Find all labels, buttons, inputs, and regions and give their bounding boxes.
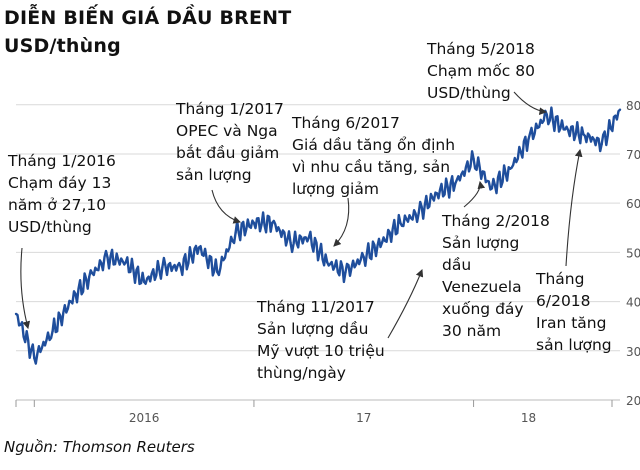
annotation-arrow-jan2017 (211, 189, 242, 224)
x-tick-label-2016: 2016 (129, 411, 160, 425)
data-point-2016-10 (197, 246, 201, 249)
data-point-2017-01 (252, 221, 256, 225)
data-point-2016-04 (88, 275, 91, 279)
annotation-line: vì nhu cầu tăng, sản (292, 158, 451, 176)
annotation-line: thùng/ngày (257, 364, 346, 382)
annotation-arrow-nov2017 (387, 268, 424, 339)
data-point-2018-07 (582, 133, 585, 136)
data-point-2017-11 (435, 192, 439, 195)
annotation-line: USD/thùng (8, 218, 92, 236)
annotation-line: USD/thùng (427, 84, 511, 102)
data-point-2017-05 (325, 261, 329, 264)
series-line-brent (15, 106, 621, 365)
data-point-2016-09 (179, 265, 182, 269)
data-point-2016-02 (51, 329, 54, 333)
annotation-arrow-may2018 (513, 91, 548, 115)
y-tick-label-80: 80 (626, 99, 640, 113)
annotation-line: Sản lượng (442, 234, 520, 252)
annotation-jun2017: Tháng 6/2017 Giá dầu tăng ổn định vì nhu c… (292, 112, 455, 200)
data-point-2017-04 (307, 236, 311, 239)
annotation-jun2018: Tháng 6/2018 Iran tăng sản lượng (536, 268, 612, 356)
data-point-2016-12 (234, 231, 237, 234)
annotation-line: 30 năm (442, 322, 502, 340)
annotation-line: Giá dầu tăng ổn định (292, 136, 456, 154)
annotation-line: Tháng 6/2017 (292, 114, 400, 132)
y-tick-label-30: 30 (626, 345, 640, 359)
annotation-line: xuống đáy (442, 300, 524, 318)
annotation-nov2017: Tháng 11/2017 Sản lượng dầu Mỹ vượt 10 tri… (257, 296, 385, 384)
annotation-arrow-jan2016 (20, 247, 31, 330)
annotation-line: OPEC và Nga (176, 122, 278, 140)
annotation-line: Tháng 2/2018 (442, 212, 550, 230)
data-point-2016-06 (124, 261, 128, 264)
data-point-2018-06 (563, 128, 567, 131)
annotation-line: lượng giảm (292, 180, 379, 198)
annotation-line: Tháng (536, 270, 585, 288)
data-point-2016-05 (106, 256, 109, 259)
y-tick-label-70: 70 (626, 148, 640, 162)
annotation-may2018: Tháng 5/2018 Chạm mốc 80 USD/thùng (427, 38, 535, 104)
annotation-feb2018: Tháng 2/2018 Sản lượng dầu Venezuela xuống đ… (442, 210, 550, 342)
annotation-line: Venezuela (442, 278, 522, 296)
chart-title-text: DIỄN BIẾN GIÁ DẦU BRENT (4, 7, 292, 29)
annotation-line: Mỹ vượt 10 triệu (257, 342, 385, 360)
data-point-2016-03 (69, 300, 73, 303)
x-tick-label-17: 17 (356, 411, 371, 425)
data-point-2018-08 (600, 142, 603, 146)
annotation-line: Tháng 1/2017 (176, 100, 284, 118)
data-point-2018-04 (527, 138, 530, 141)
annotation-line: Tháng 1/2016 (8, 152, 116, 170)
data-point-2018-05 (545, 113, 548, 116)
annotation-line: dầu (442, 256, 472, 274)
annotation-line: Iran tăng (536, 314, 607, 332)
y-tick-label-40: 40 (626, 296, 640, 310)
data-point-2017-09 (399, 221, 402, 225)
data-point-2016-07 (142, 280, 146, 284)
annotation-line: Tháng 11/2017 (257, 298, 375, 316)
data-point-2017-06 (344, 270, 347, 274)
data-point-2016-11 (216, 270, 219, 274)
data-point-2018-01 (472, 157, 475, 161)
annotation-line: Tháng 5/2018 (427, 40, 535, 58)
chart-source: Nguồn: Thomson Reuters (4, 438, 195, 456)
annotation-arrow-jun2017 (333, 197, 350, 247)
annotation-line: Sản lượng dầu (257, 320, 369, 338)
annotation-line: năm ở 27,10 (8, 196, 107, 214)
data-point-2017-08 (380, 241, 384, 244)
annotation-line: Chạm đáy 13 (8, 174, 112, 192)
annotation-arrow-feb2018 (463, 180, 486, 208)
annotation-arrow-jun2018 (565, 148, 583, 267)
data-point-2018-09 (618, 108, 622, 111)
data-point-2018-02 (490, 187, 494, 190)
y-tick-label-60: 60 (626, 197, 640, 211)
data-point-2017-12 (454, 182, 457, 185)
data-point-2016-08 (161, 265, 164, 269)
data-point-2017-03 (289, 241, 292, 244)
y-tick-label-20: 20 (626, 394, 640, 408)
annotation-line: 6/2018 (536, 292, 591, 310)
annotation-jan2016: Tháng 1/2016 Chạm đáy 13 năm ở 27,10 USD/th… (8, 150, 116, 238)
chart-subtitle: USD/thùng (4, 35, 121, 57)
annotation-line: sản lượng (176, 166, 252, 184)
annotation-line: bắt đầu giảm (176, 144, 280, 162)
annotation-line: sản lượng (536, 336, 612, 354)
data-point-2016-01 (33, 356, 36, 360)
data-point-2018-03 (508, 167, 512, 170)
annotation-jan2017: Tháng 1/2017 OPEC và Nga bắt đầu giảm sản l… (176, 98, 284, 186)
x-tick-label-18: 18 (521, 411, 536, 425)
y-tick-label-50: 50 (626, 246, 640, 260)
chart-title: DIỄN BIẾN GIÁ DẦU BRENT USD/thùng (4, 4, 291, 60)
data-point-2017-07 (362, 256, 365, 259)
data-point-2015-12 (14, 312, 18, 316)
data-point-2017-02 (271, 221, 274, 225)
annotation-line: Chạm mốc 80 (427, 62, 535, 80)
data-point-2017-10 (417, 211, 420, 215)
